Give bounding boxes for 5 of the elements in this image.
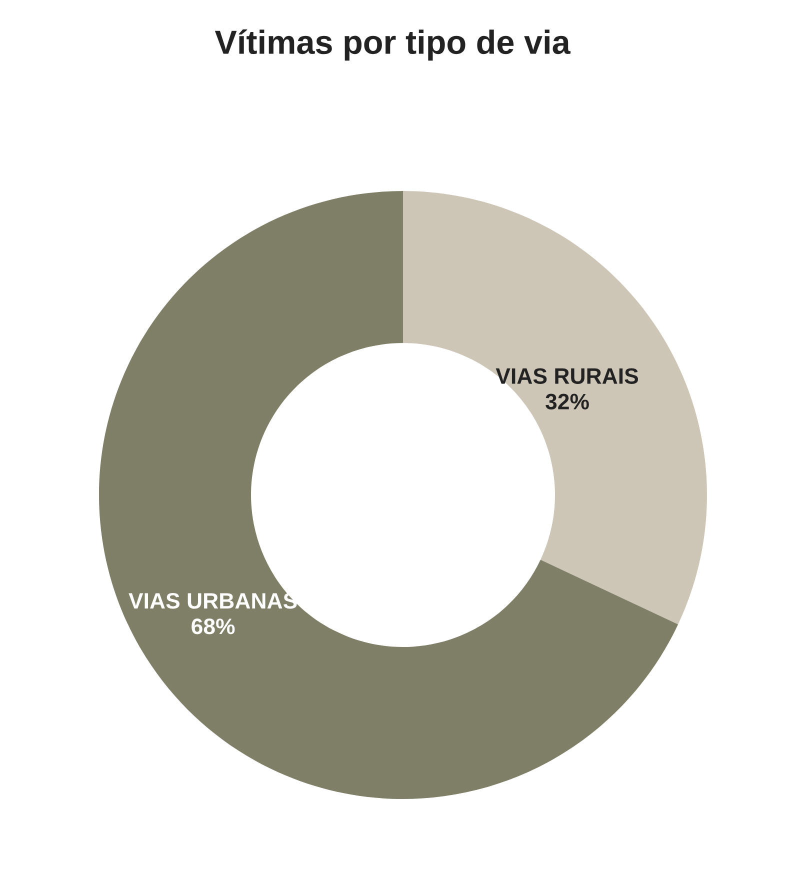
data-label: 32%: [546, 394, 589, 410]
chart-title: Vítimas por tipo de via: [214, 29, 571, 61]
slice-label: VIAS RURAIS: [496, 368, 638, 384]
data-label: 68%: [192, 618, 235, 634]
slice-label: VIAS URBANAS: [128, 592, 297, 609]
